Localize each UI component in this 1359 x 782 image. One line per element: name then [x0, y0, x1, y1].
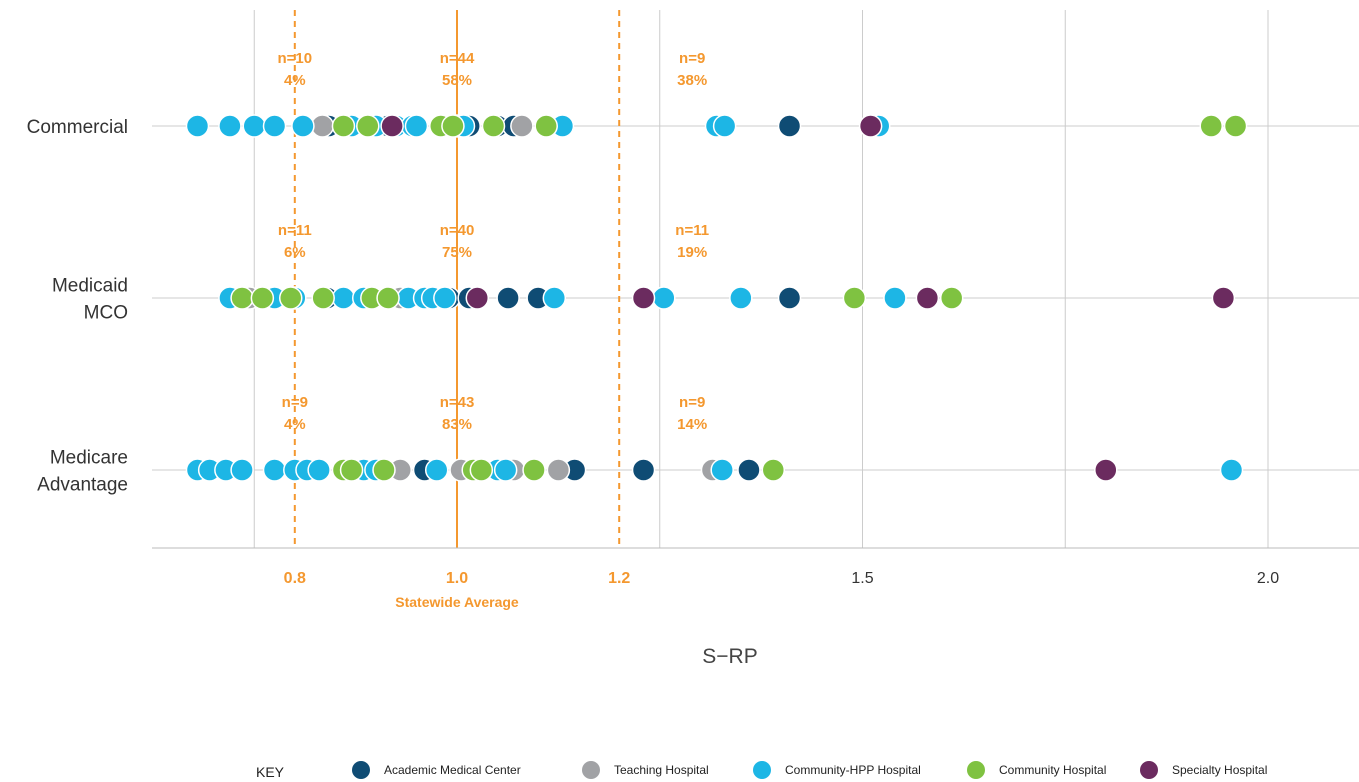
annotation-n: n=10 [277, 50, 312, 67]
annotation-pct: 75% [442, 244, 472, 261]
point-0-1-3 [496, 286, 520, 310]
point-2-2-3 [230, 458, 254, 482]
annotation-n: n=9 [679, 50, 705, 67]
labels: Commercial Medicaid MCO Medicare Advantage 0.… [27, 50, 1280, 610]
point-4-1-0 [465, 286, 490, 310]
annotation-pct: 83% [442, 416, 472, 433]
point-3-1-3 [311, 286, 335, 310]
point-4-1-2 [915, 286, 940, 310]
point-2-0-2 [242, 114, 266, 138]
point-0-0-5 [777, 114, 802, 138]
statewide-average-label: Statewide Average [395, 594, 519, 610]
point-4-0-0 [380, 114, 404, 138]
annotation-pct: 14% [677, 416, 707, 433]
point-2-0-9 [404, 114, 429, 138]
point-3-2-5 [522, 458, 546, 482]
x-axis-title: S−RP [702, 645, 757, 668]
point-2-1-3 [331, 286, 356, 310]
point-3-0-7 [1223, 114, 1248, 138]
point-2-2-14 [1219, 458, 1244, 482]
point-2-0-0 [185, 114, 210, 138]
point-3-2-4 [469, 458, 494, 482]
reference-lines [293, 10, 621, 548]
point-3-1-2 [278, 286, 303, 310]
category-label: Medicare [50, 448, 128, 469]
point-2-2-13 [710, 458, 734, 482]
category-label: Commercial [27, 117, 128, 138]
grid-layer [253, 10, 1269, 548]
point-2-1-9 [542, 286, 567, 310]
point-2-1-12 [883, 286, 907, 310]
point-2-1-8 [433, 286, 457, 310]
point-2-2-7 [307, 458, 331, 482]
point-3-0-0 [331, 114, 356, 138]
annotation-pct: 4% [284, 72, 306, 89]
point-3-1-6 [842, 286, 867, 310]
point-0-2-3 [737, 458, 761, 482]
point-1-0-1 [510, 114, 534, 138]
point-3-0-5 [534, 114, 558, 138]
category-label: MCO [84, 303, 128, 324]
point-3-0-4 [481, 114, 506, 138]
annotation-n: n=11 [278, 222, 312, 239]
annotation-n: n=9 [679, 394, 705, 411]
point-3-2-6 [761, 458, 786, 482]
point-2-0-3 [262, 114, 287, 138]
annotation-pct: 38% [677, 72, 707, 89]
point-4-1-3 [1211, 286, 1236, 310]
category-label: Advantage [37, 475, 128, 496]
point-0-2-2 [631, 458, 656, 482]
point-4-0-1 [858, 114, 883, 138]
annotation-pct: 58% [442, 72, 472, 89]
annotation-n: n=44 [440, 50, 475, 67]
point-3-2-1 [339, 458, 364, 482]
annotation-pct: 6% [284, 244, 306, 261]
point-2-2-4 [262, 458, 287, 482]
annotation-n: n=40 [440, 222, 475, 239]
annotation-pct: 19% [677, 244, 707, 261]
point-2-0-1 [218, 114, 242, 138]
point-2-1-11 [729, 286, 753, 310]
annotation-n: n=11 [675, 222, 709, 239]
data-points [185, 114, 1248, 482]
point-2-2-12 [493, 458, 518, 482]
point-2-0-14 [712, 114, 737, 138]
point-3-1-7 [939, 286, 964, 310]
x-tick-label: 1.5 [851, 570, 873, 587]
x-tick-label: 0.8 [284, 570, 306, 587]
annotation-n: n=43 [440, 394, 475, 411]
point-3-1-0 [230, 286, 254, 310]
point-3-2-2 [372, 458, 396, 482]
x-tick-label: 2.0 [1257, 570, 1279, 587]
point-3-0-1 [356, 114, 380, 138]
point-4-1-1 [631, 286, 656, 310]
point-2-0-4 [291, 114, 315, 138]
annotation-pct: 4% [284, 416, 306, 433]
annotation-n: n=9 [282, 394, 308, 411]
point-3-0-6 [1199, 114, 1223, 138]
point-0-1-5 [777, 286, 802, 310]
x-tick-label: 1.0 [446, 570, 468, 587]
point-3-1-5 [376, 286, 400, 310]
category-label: Medicaid [52, 276, 128, 297]
point-3-0-3 [441, 114, 465, 138]
point-1-2-3 [546, 458, 571, 482]
point-1-0-0 [310, 114, 335, 138]
point-2-1-10 [652, 286, 676, 310]
point-2-2-10 [424, 458, 449, 482]
x-tick-label: 1.2 [608, 570, 630, 587]
point-3-1-1 [250, 286, 275, 310]
point-4-2-0 [1094, 458, 1118, 482]
